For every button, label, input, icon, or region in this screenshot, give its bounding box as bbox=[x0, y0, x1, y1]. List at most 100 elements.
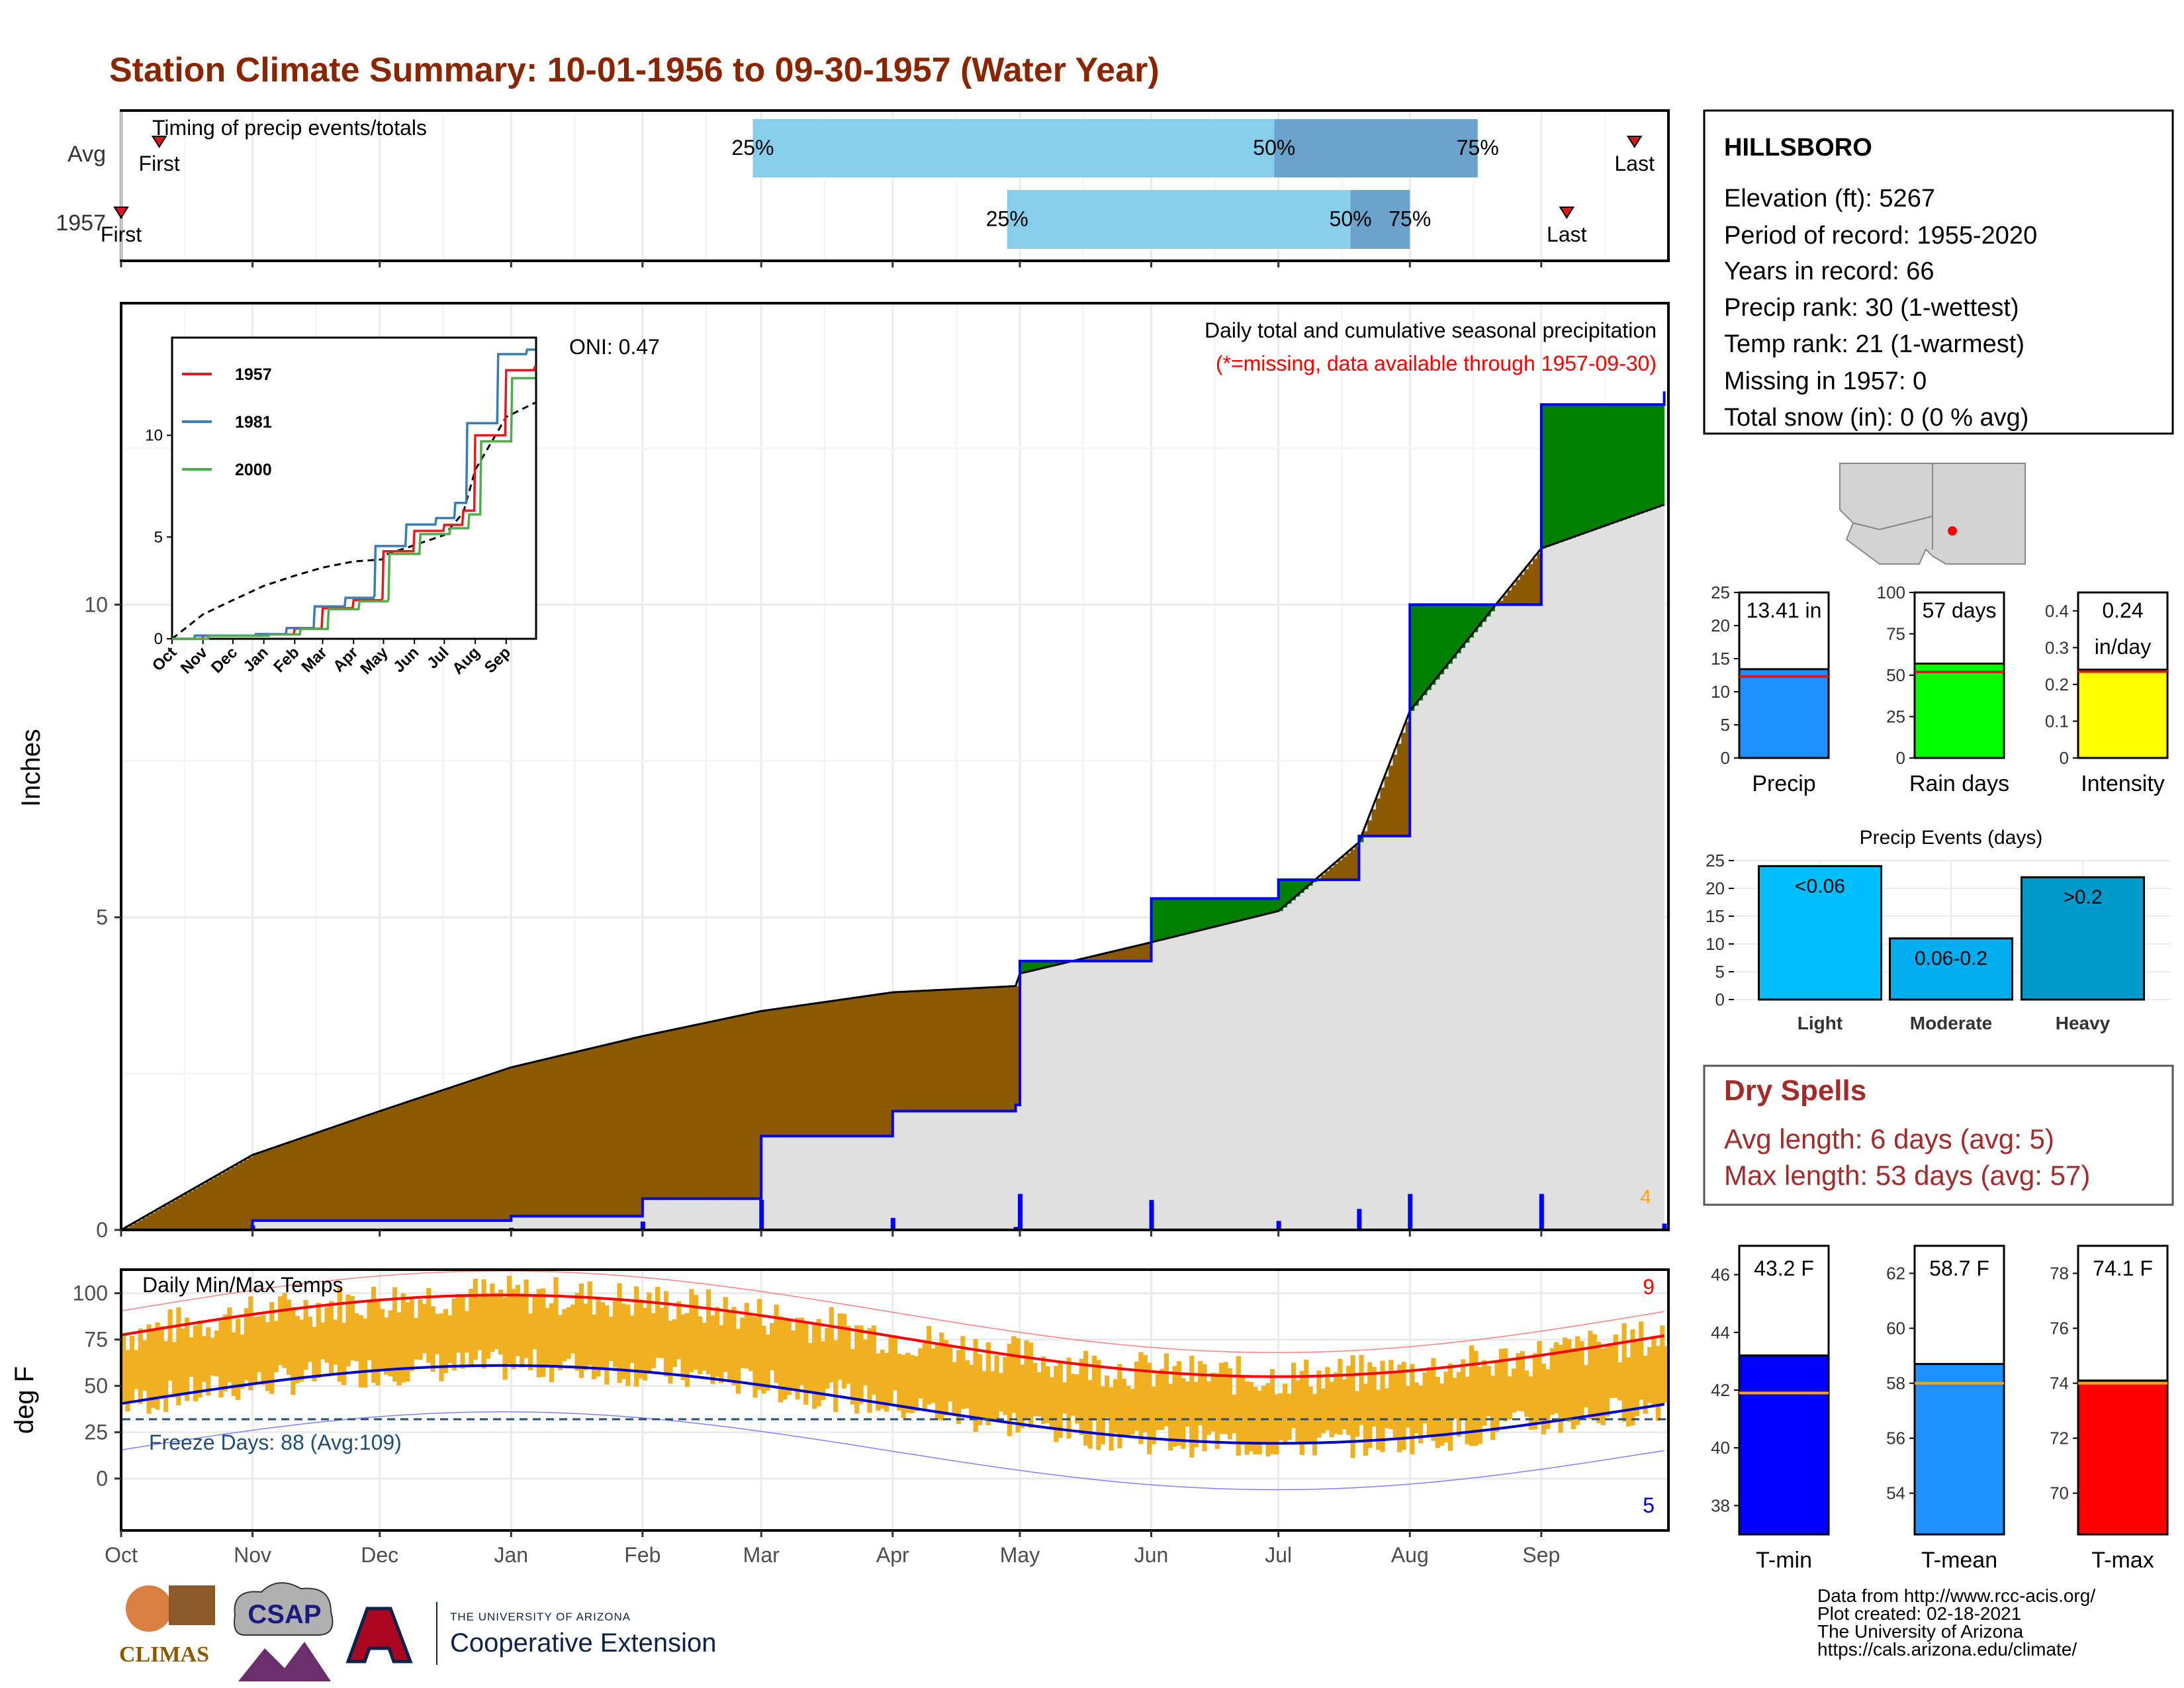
precip-departure-slice bbox=[248, 1157, 253, 1230]
temp-daily-bar bbox=[969, 1364, 974, 1419]
temp-daily-bar bbox=[642, 1307, 648, 1381]
temp-daily-bar bbox=[1596, 1341, 1602, 1423]
temp-daily-bar bbox=[1232, 1394, 1237, 1433]
precip-departure-slice bbox=[846, 999, 851, 1137]
temp-daily-bar bbox=[1121, 1379, 1126, 1437]
temp-daily-bar bbox=[876, 1353, 881, 1411]
precip-departure-slice bbox=[969, 988, 974, 1111]
temp-daily-bar bbox=[1248, 1382, 1254, 1452]
temp-daily-bar bbox=[227, 1307, 232, 1383]
station-missing: Missing in 1957: 0 bbox=[1724, 367, 1927, 395]
dry-spells-frame bbox=[1703, 1064, 2174, 1206]
footer-line-4: https://cals.arizona.edu/climate/ bbox=[1817, 1639, 2077, 1660]
temp-daily-bar bbox=[1562, 1337, 1568, 1420]
temp-daily-bar bbox=[1354, 1391, 1360, 1437]
precip-departure-slice bbox=[990, 987, 995, 1111]
temp-daily-bar bbox=[426, 1288, 432, 1363]
temp-daily-bar bbox=[167, 1309, 173, 1381]
temp-daily-bar bbox=[349, 1295, 355, 1361]
temp-daily-bar bbox=[159, 1326, 164, 1398]
precip-departure-slice bbox=[1545, 404, 1551, 547]
precip-departure-slice bbox=[464, 1082, 469, 1221]
temp-daily-bar bbox=[1486, 1365, 1491, 1417]
precip-departure-slice bbox=[1503, 595, 1508, 605]
precip-departure-slice bbox=[1283, 880, 1288, 908]
temp-daily-bar bbox=[816, 1319, 821, 1407]
ua-a-icon bbox=[345, 1607, 413, 1664]
precip-departure-slice bbox=[562, 1055, 567, 1217]
precip-departure-slice bbox=[1236, 898, 1241, 921]
temp-daily-bar bbox=[218, 1320, 224, 1398]
precip-departure-slice bbox=[1109, 952, 1114, 961]
precip-departure-slice bbox=[1091, 956, 1097, 961]
summary-bar-fill bbox=[1913, 663, 2005, 759]
temp-daily-bar bbox=[201, 1336, 206, 1382]
precip-departure-slice bbox=[1189, 898, 1195, 933]
temp-daily-bar bbox=[1019, 1364, 1025, 1429]
temp-daily-bar bbox=[409, 1299, 414, 1372]
temp-daily-bar bbox=[1384, 1388, 1390, 1429]
temp-daily-bar bbox=[1350, 1355, 1355, 1458]
precip-departure-slice bbox=[943, 990, 948, 1111]
summary-bar-value: 0.24 bbox=[2102, 598, 2143, 622]
precip-departure-slice bbox=[702, 1023, 707, 1199]
temp-daily-bar bbox=[451, 1298, 457, 1371]
timing-p75-label: 75% bbox=[1388, 207, 1431, 231]
precip-departure-slice bbox=[680, 1028, 686, 1199]
temp-daily-bar bbox=[1202, 1364, 1207, 1452]
station-years: Years in record: 66 bbox=[1724, 258, 1934, 285]
temp-daily-bar bbox=[905, 1352, 911, 1413]
precip-departure-slice bbox=[1151, 898, 1156, 943]
precip-departure-slice bbox=[413, 1100, 418, 1221]
timing-p25-label: 25% bbox=[731, 136, 774, 160]
precip-departure-slice bbox=[409, 1101, 414, 1221]
temp-daily-bar bbox=[562, 1309, 567, 1362]
precip-departure-slice bbox=[1392, 755, 1398, 836]
precip-departure-slice bbox=[1304, 880, 1309, 890]
temp-daily-bar bbox=[1516, 1353, 1521, 1411]
summary-bar-rain-days: 0 25 50 75 100 57 days Rain days bbox=[1877, 583, 2009, 796]
precip-departure-slice bbox=[286, 1143, 291, 1221]
precip-daily-bar bbox=[1662, 1223, 1667, 1230]
temp-daily-bar bbox=[1338, 1358, 1343, 1435]
precip-departure-slice bbox=[934, 990, 940, 1111]
precip-departure-slice bbox=[1121, 949, 1126, 961]
temp-daily-bar bbox=[761, 1325, 766, 1394]
temp-daily-bar bbox=[549, 1303, 555, 1382]
temp-normal-min-line bbox=[120, 1364, 1664, 1445]
temp-bar-tick-label: 70 bbox=[2050, 1483, 2069, 1503]
precip-departure-slice bbox=[774, 1009, 779, 1137]
temp-daily-bar bbox=[583, 1303, 588, 1371]
precip-departure-slice bbox=[341, 1124, 347, 1221]
precip-departure-slice bbox=[1160, 898, 1165, 941]
precip-departure-slice bbox=[795, 1006, 800, 1137]
summary-bar-precip: 0 5 10 15 20 25 13.41 in Precip bbox=[1711, 583, 1830, 796]
precip-departure-slice bbox=[956, 989, 961, 1111]
temp-daily-bar bbox=[388, 1310, 393, 1377]
timing-row-1957-label: 1957 bbox=[56, 211, 106, 236]
precip-departure-slice bbox=[1058, 961, 1063, 965]
precip-departure-slice bbox=[816, 1003, 821, 1137]
temp-daily-bar bbox=[1376, 1389, 1381, 1450]
precip-departure-slice bbox=[227, 1169, 232, 1230]
inset-y-tick-label: 0 bbox=[154, 630, 163, 648]
timing-bars: 25% 50% 75% First Last 25% 50% 75% First Last bbox=[101, 119, 1655, 249]
temp-daily-bar bbox=[1469, 1345, 1475, 1446]
temp-daily-bar bbox=[1588, 1331, 1593, 1420]
precip-departure-slice bbox=[1253, 898, 1258, 917]
temp-daily-bar bbox=[1206, 1381, 1212, 1435]
precip-departure-slice bbox=[498, 1071, 504, 1221]
precip-departure-slice bbox=[506, 1068, 512, 1221]
temp-daily-bar bbox=[1567, 1339, 1572, 1423]
precip-departure-slice bbox=[316, 1133, 321, 1221]
temp-daily-bar bbox=[756, 1299, 762, 1390]
precip-departure-slice bbox=[858, 997, 864, 1137]
precip-departure-slice bbox=[613, 1043, 618, 1217]
climas-logo-text: CLIMAS bbox=[119, 1642, 209, 1667]
summary-bar-tick-label: 5 bbox=[1721, 715, 1730, 735]
precip-departure-slice bbox=[1384, 776, 1389, 836]
precip-departure-slice bbox=[1643, 404, 1648, 512]
temp-daily-bar bbox=[1210, 1372, 1216, 1432]
temp-daily-bar bbox=[515, 1285, 520, 1356]
